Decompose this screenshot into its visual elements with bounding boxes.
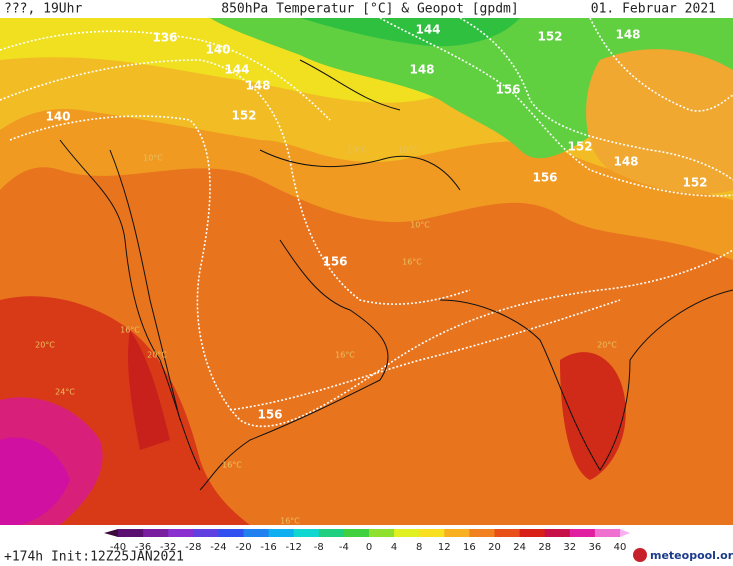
contour-line — [229, 299, 621, 411]
warm-patch — [586, 49, 733, 194]
colorbar-swatch — [594, 529, 621, 537]
cold-core — [300, 18, 520, 47]
colorbar-swatch — [143, 529, 169, 537]
temperature-label: 10°C — [143, 154, 163, 163]
colorbar-swatch — [494, 529, 521, 537]
colorbar-swatch — [318, 529, 345, 537]
colorbar-swatch — [293, 529, 320, 537]
colorbar-swatch — [268, 529, 295, 537]
colorbar-tick-label: 12 — [438, 542, 451, 553]
border — [299, 59, 401, 111]
contour-label: 148 — [613, 155, 638, 169]
colorbar-tick-label: 32 — [563, 542, 576, 553]
colorbar-tick-label: 40 — [614, 542, 627, 553]
run-time: ???, 19Uhr — [4, 2, 82, 17]
temperature-label: 20°C — [35, 341, 55, 350]
contour-label: 140 — [205, 43, 230, 57]
contour-label: 148 — [615, 28, 640, 42]
contour-label: 156 — [495, 83, 520, 97]
colorbar-tick-label: -32 — [160, 542, 176, 553]
contour-line — [379, 18, 733, 197]
map — [0, 18, 733, 525]
colorbar-swatch — [469, 529, 495, 537]
temperature-label: 16°C — [280, 517, 300, 526]
colorbar-swatch — [118, 529, 144, 537]
contour-label: 156 — [322, 255, 347, 269]
temperature-label: 20°C — [147, 351, 167, 360]
colorbar-tick-label: -40 — [110, 542, 126, 553]
colorbar-swatch — [569, 529, 596, 537]
contour-label: 152 — [231, 109, 256, 123]
colorbar-tick-label: 24 — [513, 542, 526, 553]
hot-core-india — [560, 352, 626, 480]
contour-label: 140 — [45, 110, 70, 124]
colorbar-swatch — [369, 529, 395, 537]
contour-line — [0, 59, 471, 305]
colorbar-swatch — [519, 529, 546, 537]
colorbar-tick-label: -28 — [185, 542, 201, 553]
contour-label: 144 — [415, 23, 440, 37]
colorbar-swatch — [243, 529, 270, 537]
temperature-label: 24°C — [55, 388, 75, 397]
border — [259, 149, 461, 191]
colorbar-swatch — [218, 529, 244, 537]
temperature-label: 16°C — [402, 258, 422, 267]
colorbar-arrow — [620, 529, 630, 537]
contour-label: 156 — [532, 171, 557, 185]
colorbar-tick-label: -4 — [339, 542, 349, 553]
coastline — [109, 149, 181, 421]
temperature-label: 16°C — [222, 461, 242, 470]
temperature-label: 10°C — [398, 146, 418, 155]
colorbar-tick-label: 4 — [391, 542, 397, 553]
colorbar-swatch — [444, 529, 470, 537]
contour-label: 152 — [537, 30, 562, 44]
colorbar-tick-label: 20 — [488, 542, 501, 553]
colorbar-tick-label: 16 — [463, 542, 476, 553]
colorbar-tick-label: 36 — [589, 542, 602, 553]
contour-label: 152 — [682, 176, 707, 190]
colorbar-swatch — [168, 529, 194, 537]
contour-label: 136 — [152, 31, 177, 45]
temperature-label: 10°C — [347, 146, 367, 155]
colorbar-tick-label: -20 — [235, 542, 251, 553]
coastline — [439, 289, 733, 471]
colorbar-tick-label: -12 — [286, 542, 302, 553]
valid-date: 01. Februar 2021 — [591, 2, 716, 17]
brand: meteopool.org — [650, 549, 733, 562]
contour-label: 156 — [257, 408, 282, 422]
temperature-label: 16°C — [120, 326, 140, 335]
colorbar-arrow — [104, 529, 118, 537]
contour-line — [459, 18, 733, 181]
colorbar-tick-label: -36 — [135, 542, 151, 553]
colorbar-swatch — [419, 529, 445, 537]
temperature-label: 20°C — [597, 341, 617, 350]
coastline — [199, 239, 389, 491]
coastlines — [59, 59, 733, 491]
contour-label: 148 — [245, 79, 270, 93]
contour-label: 144 — [224, 63, 249, 77]
contour-label: 148 — [409, 63, 434, 77]
temperature-label: 16°C — [335, 351, 355, 360]
contour-label: 152 — [567, 140, 592, 154]
colorbar-swatch — [343, 529, 370, 537]
very-hot-core — [0, 437, 70, 525]
map-title: 850hPa Temperatur [°C] & Geopot [gpdm] — [221, 2, 518, 17]
colorbar-tick-label: -8 — [314, 542, 324, 553]
colorbar-swatch — [193, 529, 219, 537]
contours — [0, 18, 733, 428]
colorbar-tick-label: 28 — [538, 542, 551, 553]
colorbar-tick-label: -24 — [210, 542, 226, 553]
colorbar-swatch — [544, 529, 571, 537]
hot-core — [128, 330, 170, 450]
colorbar-tick-label: -16 — [260, 542, 276, 553]
colorbar-tick-label: 8 — [416, 542, 422, 553]
temperature-label: 10°C — [410, 221, 430, 230]
init-info: +174h Init:12Z25JAN2021 — [4, 550, 184, 565]
colorbar-swatch — [394, 529, 420, 537]
colorbar-tick-label: 0 — [366, 542, 372, 553]
contour-line — [589, 18, 733, 112]
logo-icon — [633, 548, 647, 562]
